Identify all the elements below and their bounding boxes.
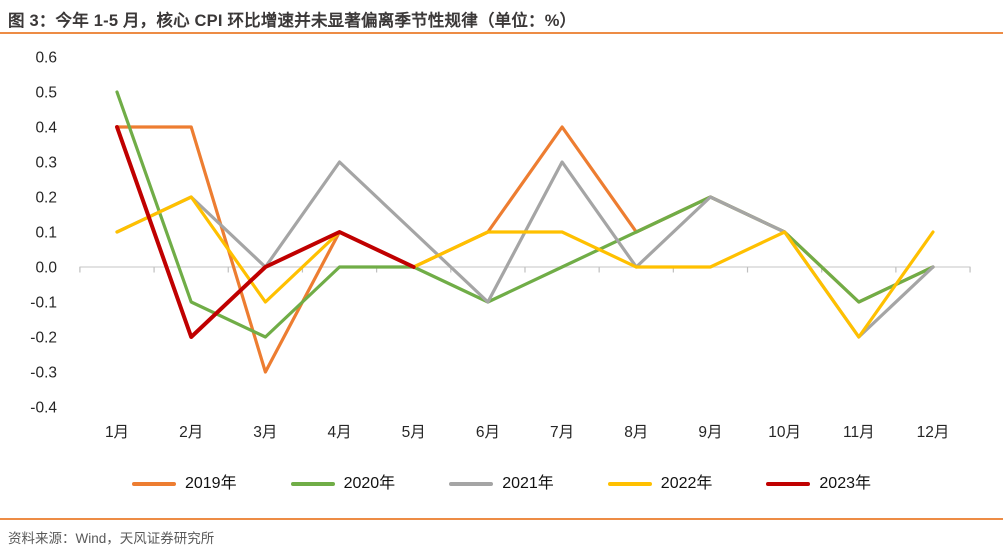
series-line-2019年 [115, 125, 935, 374]
y-axis-label: -0.3 [30, 365, 57, 382]
x-axis-labels: 1月 2月 3月 4月 5月 6月 7月 8月 9月 10月 11月 12月 [105, 424, 949, 441]
legend-label: 2019年 [184, 475, 237, 492]
legend-swatch [449, 482, 494, 486]
y-axis-labels: 0.6 0.5 0.4 0.3 0.2 0.1 0.0 -0.1 -0.2 -0.3 -0.4 [30, 50, 57, 417]
x-axis-label: 7月 [550, 424, 574, 441]
legend-label: 2021年 [502, 475, 554, 492]
y-axis-label: 0.0 [35, 260, 57, 277]
legend-item-2020年: 2020年 [290, 472, 396, 496]
legend-label: 2020年 [343, 475, 396, 492]
x-axis-label: 4月 [327, 424, 351, 441]
legend-swatch [766, 482, 811, 486]
legend-label: 2022年 [660, 475, 713, 492]
legend-label: 2023年 [819, 475, 872, 492]
legend-swatch [131, 482, 176, 486]
chart-legend: 2019年 2020年 2021年 2022年 2023年 [0, 472, 1003, 496]
legend-item-2021年: 2021年 [449, 472, 554, 496]
legend-swatch [607, 482, 652, 486]
footer-divider [0, 518, 1003, 520]
figure-title: 图 3：今年 1-5 月，核心 CPI 环比增速并未显著偏离季节性规律（单位：%… [8, 12, 577, 30]
legend-swatch [290, 482, 335, 486]
y-axis-label: 0.1 [35, 225, 57, 242]
legend-item-2023年: 2023年 [766, 472, 871, 496]
y-axis-label: 0.4 [35, 120, 57, 137]
x-axis-label: 6月 [476, 424, 500, 441]
y-axis-label: 0.5 [35, 85, 57, 102]
x-axis-label: 10月 [768, 424, 801, 441]
y-axis-label: -0.1 [30, 295, 57, 312]
y-axis-label: 0.2 [35, 190, 57, 207]
x-axis-label: 1月 [105, 424, 129, 441]
x-axis-label: 11月 [843, 424, 875, 441]
y-axis-label: -0.4 [30, 400, 57, 417]
series-line-2021年 [115, 160, 935, 339]
legend-item-2019年: 2019年 [131, 472, 237, 496]
x-axis-label: 2月 [179, 424, 203, 441]
series-line-2022年 [115, 195, 935, 339]
y-axis-label: 0.3 [35, 155, 57, 172]
series-line-2020年 [115, 90, 935, 339]
x-axis-label: 3月 [253, 424, 277, 441]
x-axis-label: 12月 [917, 424, 950, 441]
source-note: 资料来源：Wind，天风证券研究所 [8, 531, 215, 546]
legend-item-2022年: 2022年 [607, 472, 713, 496]
y-axis-label: 0.6 [35, 50, 57, 67]
series-line-2023年 [115, 125, 416, 339]
x-axis-label: 9月 [698, 424, 722, 441]
x-axis [79, 266, 971, 273]
x-axis-label: 8月 [624, 424, 648, 441]
y-axis-label: -0.2 [30, 330, 57, 347]
x-axis-label: 5月 [402, 424, 426, 441]
series-lines [115, 90, 935, 374]
title-divider [0, 32, 1003, 34]
